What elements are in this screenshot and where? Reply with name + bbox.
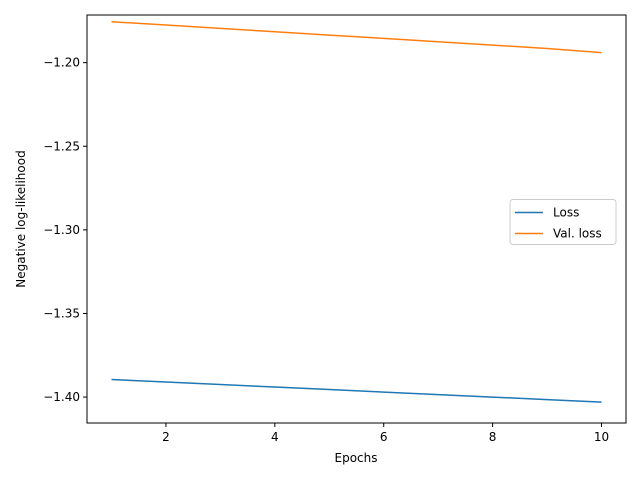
- series-line-0: [111, 378, 602, 403]
- legend-label-1: Val. loss: [553, 227, 602, 241]
- y-tick-label: −1.30: [43, 223, 80, 237]
- y-tick-label: −1.20: [43, 56, 80, 70]
- plot-frame: [86, 14, 627, 424]
- x-axis-label: Epochs: [335, 451, 378, 465]
- y-tick-label: −1.40: [43, 390, 80, 404]
- series-layer: [111, 20, 602, 403]
- x-tick-label: 8: [489, 430, 497, 444]
- legend: Loss Val. loss: [509, 199, 617, 245]
- legend-label-0: Loss: [553, 206, 579, 220]
- x-tick-label: 6: [380, 430, 388, 444]
- x-tick-label: 10: [594, 430, 609, 444]
- x-tick-label: 2: [162, 430, 170, 444]
- series-line-1: [111, 20, 602, 54]
- y-tick-label: −1.25: [43, 139, 80, 153]
- y-tick-label: −1.35: [43, 306, 80, 320]
- x-axis: 2 4 6 8 10: [162, 423, 609, 444]
- y-axis-label: Negative log-likelihood: [14, 150, 28, 287]
- x-tick-label: 4: [271, 430, 279, 444]
- y-axis: −1.40 −1.35 −1.30 −1.25 −1.20: [43, 56, 87, 404]
